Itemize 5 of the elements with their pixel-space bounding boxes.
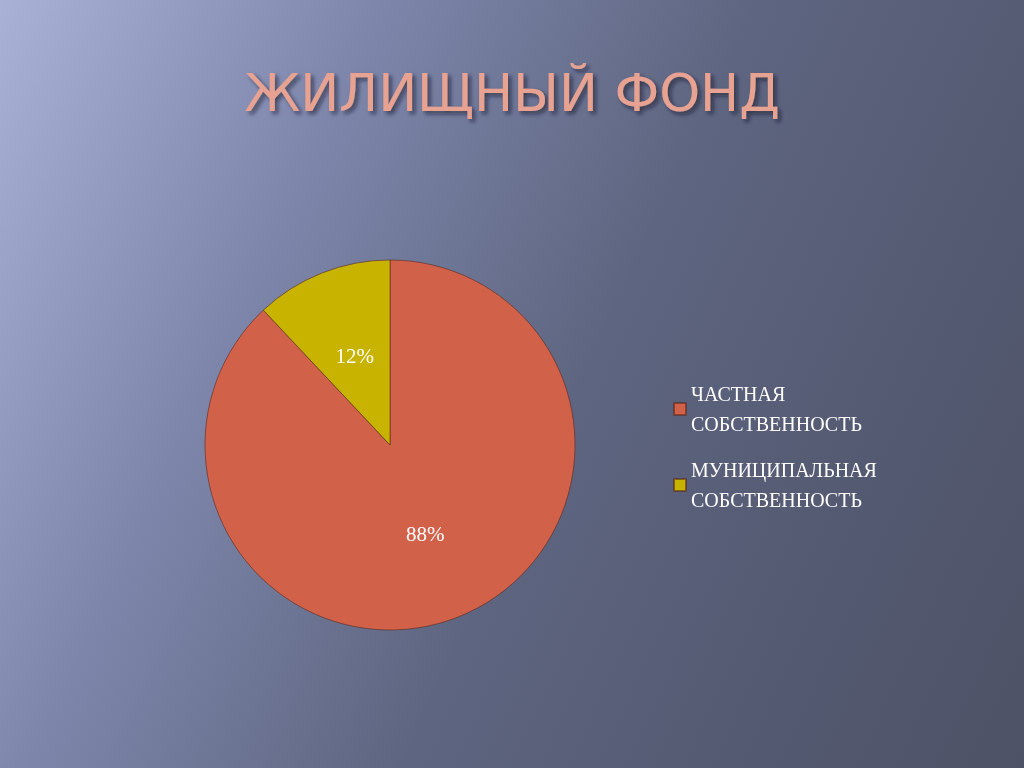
data-label: 88% (405, 521, 445, 546)
chart-title: ЖИЛИЩНЫЙ ФОНД (244, 63, 780, 123)
legend-label: ЧАСТНАЯ СОБСТВЕННОСТЬ (691, 383, 862, 435)
legend-label: МУНИЦИПАЛЬНАЯ СОБСТВЕННОСТЬ (691, 459, 882, 511)
data-label: 12% (335, 344, 375, 369)
